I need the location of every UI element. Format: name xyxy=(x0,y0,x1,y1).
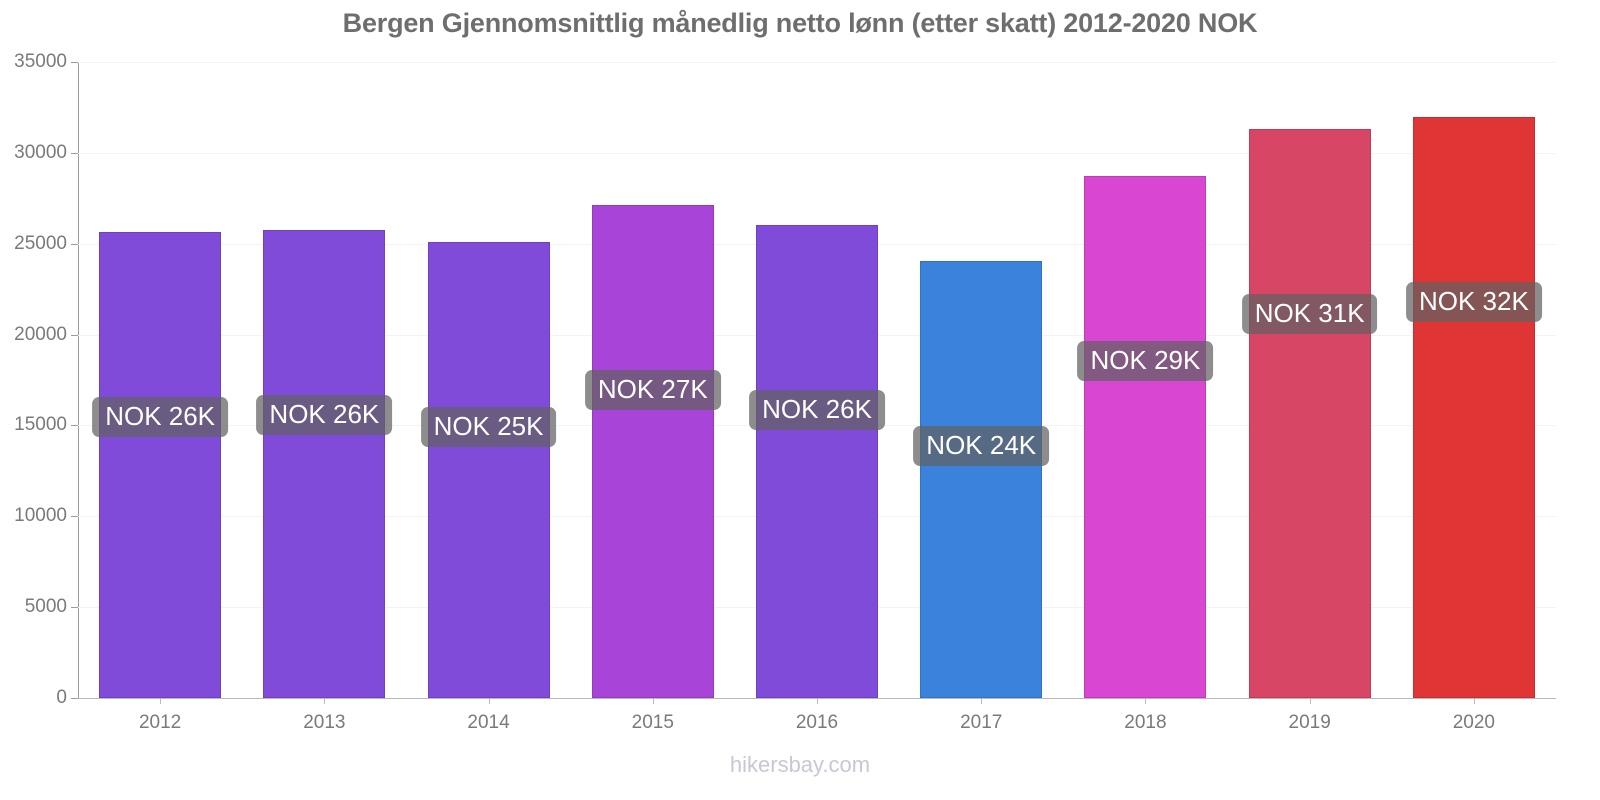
plot-area: NOK 26K NOK 26K NOK 25K NOK 27K NOK 26K NOK 2… xyxy=(78,62,1556,698)
y-tick-mark xyxy=(71,516,78,518)
bar-slot xyxy=(591,62,714,698)
bar-slot xyxy=(920,62,1043,698)
x-tick-mark xyxy=(324,698,326,704)
bar-slot xyxy=(1412,62,1535,698)
x-tick-label-2018: 2018 xyxy=(1124,712,1167,733)
gridline xyxy=(78,62,1556,63)
x-tick-label-2017: 2017 xyxy=(960,712,1003,733)
value-label-2015: NOK 27K xyxy=(584,369,721,410)
x-tick-label-2016: 2016 xyxy=(795,712,839,733)
gridline xyxy=(78,152,1556,154)
value-label-2014: NOK 25K xyxy=(420,406,557,447)
bar-2015[interactable] xyxy=(591,204,714,698)
bar-2020[interactable] xyxy=(1412,117,1535,698)
x-tick-mark xyxy=(652,698,654,704)
y-tick-label: 15000 xyxy=(14,414,67,436)
chart-title: Bergen Gjennomsnittlig månedlig netto lø… xyxy=(342,8,1258,38)
bar-slot xyxy=(427,62,550,698)
bar-2012[interactable] xyxy=(99,231,222,698)
y-tick-label: 35000 xyxy=(14,51,67,72)
value-label-2020: NOK 32K xyxy=(1405,282,1542,323)
x-tick-label-2019: 2019 xyxy=(1288,712,1331,733)
x-tick-mark xyxy=(1309,698,1311,704)
value-label-2019: NOK 31K xyxy=(1241,294,1378,335)
x-tick-label-2012: 2012 xyxy=(138,712,182,733)
y-tick-label: 20000 xyxy=(14,323,67,345)
x-tick-mark xyxy=(488,698,490,704)
value-label-2016: NOK 26K xyxy=(749,389,885,430)
x-tick-label-2014: 2014 xyxy=(467,712,510,733)
bar-2014[interactable] xyxy=(427,241,550,698)
bar-slot xyxy=(756,62,878,698)
y-tick-mark xyxy=(71,698,78,699)
value-label-2012: NOK 26K xyxy=(92,396,229,437)
y-tick-mark xyxy=(71,607,78,609)
x-tick-label-2020: 2020 xyxy=(1452,712,1496,733)
x-tick-mark xyxy=(1145,698,1147,704)
y-tick-label: 25000 xyxy=(14,232,67,254)
bar-2018[interactable] xyxy=(1084,176,1207,698)
x-tick-mark xyxy=(160,698,162,704)
x-tick-label-2013: 2013 xyxy=(303,712,346,733)
x-tick-mark xyxy=(817,698,818,704)
y-tick-mark xyxy=(71,243,78,245)
bar-2019[interactable] xyxy=(1248,129,1371,698)
x-tick-mark xyxy=(981,698,983,704)
x-tick-mark xyxy=(1473,698,1475,704)
value-label-2018: NOK 29K xyxy=(1077,341,1214,382)
value-label-2013: NOK 26K xyxy=(256,395,393,436)
bar-slot xyxy=(1248,62,1371,698)
y-tick-mark xyxy=(71,334,78,336)
footer-credit: hikersbay.com xyxy=(729,752,871,777)
y-tick-mark xyxy=(71,152,78,154)
y-tick-mark xyxy=(71,425,78,427)
value-label-2017: NOK 24K xyxy=(913,425,1050,466)
y-tick-label: 5000 xyxy=(24,596,67,618)
y-tick-mark xyxy=(71,62,78,63)
bar-2017[interactable] xyxy=(920,260,1043,698)
bar-slot xyxy=(1084,62,1207,698)
bar-2013[interactable] xyxy=(263,230,386,698)
x-tick-label-2015: 2015 xyxy=(631,712,674,733)
y-tick-label: 10000 xyxy=(14,505,67,527)
bar-slot xyxy=(263,62,386,698)
bar-slot xyxy=(99,62,222,698)
y-tick-label: 0 xyxy=(56,687,67,708)
y-tick-label: 30000 xyxy=(14,141,67,163)
bar-2016[interactable] xyxy=(756,224,878,698)
y-axis-line xyxy=(78,62,79,699)
